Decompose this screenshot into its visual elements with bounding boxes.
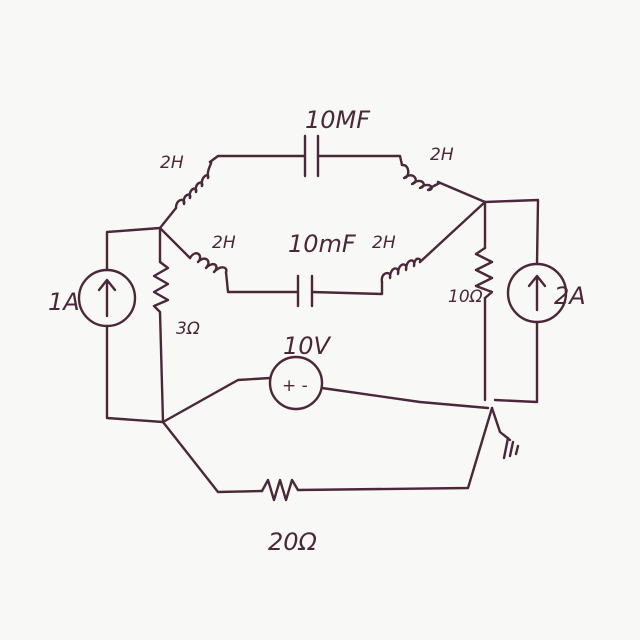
voltage-source: + - [268,355,324,411]
inductor-top-right [400,163,441,192]
resistor-left [152,260,170,314]
current-source-right [506,262,568,324]
label-inductor-top-right: 2H [430,145,454,165]
label-inductor-mid-right: 2H [372,233,396,253]
label-current-source-left: 1A [48,288,80,316]
capacitor-mid [296,274,314,308]
capacitor-top [303,134,320,178]
resistor-right [474,246,494,300]
label-inductor-top-left: 2H [160,153,184,173]
label-voltage-source: 10V [283,332,332,360]
label-resistor-right: 10Ω [448,287,483,307]
inductor-mid-right [380,257,422,284]
resistor-bottom [260,478,300,502]
label-capacitor-mid: 10mF [288,230,357,258]
inductor-mid-left [188,252,228,274]
voltage-source-polarity: + - [282,376,308,396]
wiring [105,154,540,494]
label-inductor-mid-left: 2H [212,233,236,253]
label-capacitor-top: 10MF [305,106,371,134]
current-source-left [77,268,137,328]
label-current-source-right: 2A [554,282,586,310]
label-resistor-left: 3Ω [176,319,200,339]
label-resistor-bottom: 20Ω [268,528,318,556]
ground-icon [490,406,520,460]
inductor-top-left [174,160,213,210]
